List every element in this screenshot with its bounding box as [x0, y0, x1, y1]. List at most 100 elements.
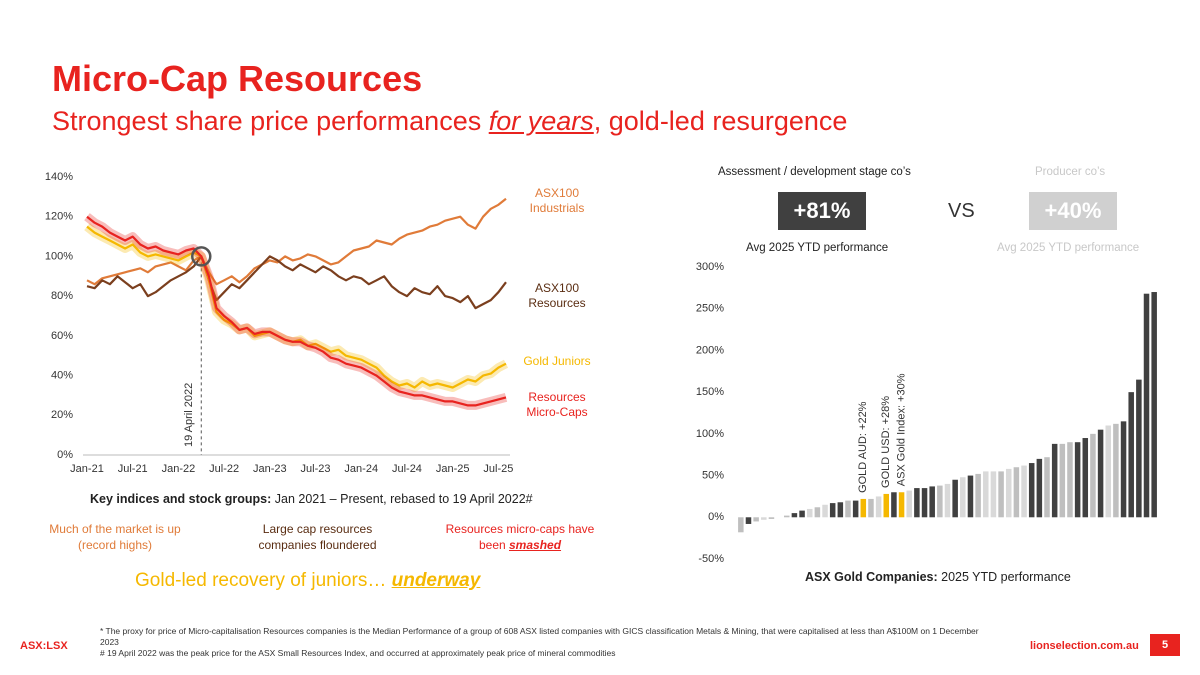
y-tick-label: 300% — [696, 261, 724, 273]
x-tick-label: Jan-22 — [162, 463, 196, 475]
y-tick-label: 0% — [57, 449, 73, 461]
x-tick-label: Jul-21 — [118, 463, 148, 475]
series-line — [86, 215, 507, 407]
bar-annotation: ASX Gold Index: +30% — [895, 373, 907, 486]
x-tick-label: Jan-23 — [253, 463, 287, 475]
bar — [1013, 467, 1020, 518]
note: Resources micro-caps have been smashed — [445, 521, 595, 553]
bar — [906, 490, 912, 518]
bar — [944, 483, 951, 518]
peak-marker — [191, 246, 212, 267]
bar — [1044, 457, 1050, 518]
bar — [1105, 425, 1112, 518]
bar — [1128, 392, 1134, 518]
bar — [1120, 421, 1127, 518]
bar — [960, 477, 966, 518]
bar-annotation: GOLD AUD: +22% — [857, 401, 869, 493]
y-tick-label: 50% — [702, 469, 724, 481]
bar — [745, 517, 752, 524]
bar — [806, 508, 813, 518]
comparison-value: +81% — [778, 192, 866, 230]
callout: Gold-led recovery of juniors… underway — [135, 570, 480, 592]
bar-caption: ASX Gold Companies: 2025 YTD performance — [805, 570, 1071, 584]
x-tick-label: Jul-23 — [301, 463, 331, 475]
bar — [914, 488, 920, 518]
bar — [783, 515, 790, 518]
y-tick-label: 60% — [51, 330, 73, 342]
note: Large cap resources companies floundered — [258, 522, 377, 552]
y-tick-label: 250% — [696, 303, 724, 315]
bar — [1082, 438, 1089, 518]
bar — [883, 493, 890, 518]
bar — [860, 498, 867, 518]
y-tick-label: 200% — [696, 344, 724, 356]
vs: VS — [948, 200, 975, 222]
bar — [898, 492, 905, 518]
x-tick-label: Jan-25 — [436, 463, 470, 475]
bar — [1059, 443, 1066, 518]
bar — [891, 492, 897, 518]
series-label: Gold Juniors — [523, 354, 591, 368]
ticker: ASX:LSX — [20, 640, 68, 652]
series-line — [86, 197, 507, 286]
callout-emphasis: underway — [391, 570, 481, 591]
bar — [1136, 379, 1142, 518]
series-label: Resources Micro-Caps — [526, 390, 588, 419]
comparison-caption: Avg 2025 YTD performance — [746, 242, 889, 254]
x-tick-label: Jul-22 — [209, 463, 239, 475]
bar — [1028, 463, 1035, 518]
bar — [1097, 429, 1104, 518]
subtitle-text: Strongest share price performances — [52, 106, 489, 136]
x-tick-label: Jan-24 — [344, 463, 378, 475]
bar — [791, 513, 798, 518]
bar — [868, 498, 874, 518]
subtitle-emphasis: for years — [488, 106, 594, 136]
note-emphasis: smashed — [509, 538, 562, 552]
bar — [738, 517, 744, 533]
caption-bold: Key indices and stock groups: — [90, 492, 272, 506]
bar — [1074, 442, 1081, 518]
bar — [1067, 442, 1073, 518]
annotation: 19 April 2022 — [183, 383, 195, 447]
y-tick-label: 80% — [51, 290, 73, 302]
caption-bold: ASX Gold Companies: — [805, 570, 938, 584]
bar — [1021, 465, 1027, 518]
bar — [761, 517, 767, 520]
y-tick-label: -50% — [698, 553, 724, 565]
comparison-heading: Producer co’s — [1035, 166, 1106, 178]
website: lionselection.com.au — [1030, 640, 1139, 652]
title: Micro-Cap Resources — [52, 58, 423, 99]
bar — [921, 488, 928, 518]
subtitle: Strongest share price performances for y… — [52, 106, 847, 137]
bar — [929, 486, 935, 518]
bar — [998, 471, 1004, 518]
bar — [1051, 443, 1058, 518]
bar — [967, 475, 974, 518]
y-tick-label: 20% — [51, 409, 73, 421]
bar — [1143, 293, 1150, 518]
bar — [1151, 292, 1157, 518]
caption-text: 2025 YTD performance — [937, 570, 1071, 584]
caption-text: Jan 2021 – Present, rebased to 19 April … — [271, 492, 533, 506]
comparison-value: +40% — [1029, 192, 1117, 230]
bar — [822, 504, 828, 518]
x-tick-label: Jan-21 — [70, 463, 104, 475]
y-tick-label: 140% — [45, 171, 73, 183]
bar — [975, 473, 981, 518]
bar — [837, 502, 844, 518]
bar — [937, 485, 943, 518]
comparison-heading: Assessment / development stage co’s — [718, 166, 911, 178]
series-glow — [84, 213, 508, 410]
y-tick-label: 150% — [696, 386, 724, 398]
bar — [983, 471, 989, 518]
footnotes: * The proxy for price of Micro-capitalis… — [100, 626, 980, 659]
callout-text: Gold-led recovery of juniors… — [135, 570, 392, 591]
bar — [852, 500, 859, 518]
bar — [753, 517, 759, 522]
bar — [1036, 458, 1043, 518]
line-caption: Key indices and stock groups: Jan 2021 –… — [90, 492, 533, 506]
bar — [1090, 433, 1096, 518]
bar — [875, 496, 882, 518]
note: Much of the market is up (record highs) — [49, 522, 181, 552]
